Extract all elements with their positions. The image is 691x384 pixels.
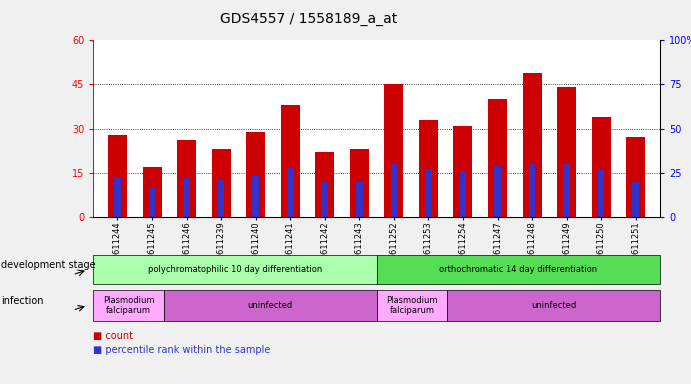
Text: Plasmodium
falciparum: Plasmodium falciparum xyxy=(103,296,155,315)
Bar xyxy=(453,126,473,217)
Bar xyxy=(108,134,127,217)
Bar xyxy=(114,178,121,217)
Text: orthochromatic 14 day differentiation: orthochromatic 14 day differentiation xyxy=(439,265,597,274)
Bar xyxy=(218,180,225,217)
Bar xyxy=(419,120,438,217)
Text: GDS4557 / 1558189_a_at: GDS4557 / 1558189_a_at xyxy=(220,12,397,25)
Bar xyxy=(591,117,611,217)
Text: polychromatophilic 10 day differentiation: polychromatophilic 10 day differentiatio… xyxy=(148,265,322,274)
Text: Plasmodium
falciparum: Plasmodium falciparum xyxy=(386,296,438,315)
Bar xyxy=(488,99,507,217)
Bar xyxy=(460,171,466,217)
Bar xyxy=(321,182,328,217)
Bar xyxy=(142,167,162,217)
Bar xyxy=(211,149,231,217)
Bar xyxy=(356,182,363,217)
Text: ■ percentile rank within the sample: ■ percentile rank within the sample xyxy=(93,345,271,355)
Text: uninfected: uninfected xyxy=(248,301,293,310)
Bar xyxy=(529,164,536,217)
Bar xyxy=(626,137,645,217)
Bar xyxy=(384,84,404,217)
Text: uninfected: uninfected xyxy=(531,301,576,310)
Bar xyxy=(522,73,542,217)
Bar xyxy=(177,141,196,217)
Bar xyxy=(246,132,265,217)
Bar xyxy=(350,149,369,217)
Bar xyxy=(315,152,334,217)
Text: infection: infection xyxy=(1,296,44,306)
Bar xyxy=(183,178,190,217)
Bar xyxy=(494,166,501,217)
Bar xyxy=(149,187,155,217)
Text: development stage: development stage xyxy=(1,260,95,270)
Bar xyxy=(287,167,294,217)
Bar xyxy=(425,169,432,217)
Bar xyxy=(281,105,300,217)
Bar xyxy=(390,164,397,217)
Bar xyxy=(632,182,639,217)
Bar xyxy=(252,176,259,217)
Bar xyxy=(563,164,570,217)
Bar xyxy=(598,169,605,217)
Text: ■ count: ■ count xyxy=(93,331,133,341)
Bar xyxy=(557,88,576,217)
